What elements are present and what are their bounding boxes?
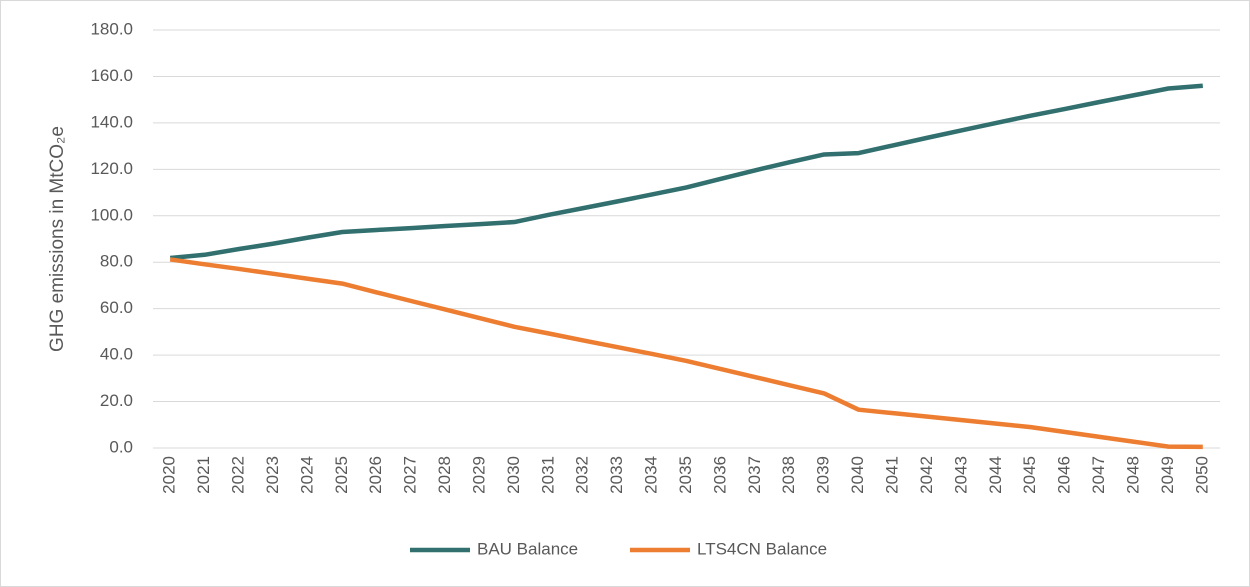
x-tick-label: 2045 (1020, 456, 1039, 494)
x-tick-label: 2033 (607, 456, 626, 494)
x-tick-label: 2036 (710, 456, 729, 494)
y-tick-label: 120.0 (90, 159, 133, 178)
y-tick-label: 80.0 (100, 252, 133, 271)
x-tick-label: 2029 (469, 456, 488, 494)
x-tick-label: 2031 (538, 456, 557, 494)
x-tick-label: 2044 (986, 456, 1005, 494)
x-tick-label: 2042 (917, 456, 936, 494)
y-tick-label: 0.0 (109, 437, 133, 456)
x-tick-label: 2038 (779, 456, 798, 494)
y-tick-label: 160.0 (90, 66, 133, 85)
x-tick-label: 2047 (1089, 456, 1108, 494)
x-tick-label: 2026 (366, 456, 385, 494)
y-tick-label: 60.0 (100, 298, 133, 317)
x-tick-label: 2037 (745, 456, 764, 494)
x-tick-label: 2030 (504, 456, 523, 494)
legend-label: BAU Balance (477, 539, 578, 558)
x-tick-label: 2027 (401, 456, 420, 494)
x-tick-label: 2021 (194, 456, 213, 494)
x-tick-label: 2032 (573, 456, 592, 494)
x-tick-label: 2022 (229, 456, 248, 494)
data-line (169, 257, 1203, 450)
legend-label: LTS4CN Balance (697, 539, 827, 558)
x-tick-label: 2035 (676, 456, 695, 494)
x-tick-label: 2034 (642, 456, 661, 494)
y-axis-label: GHG emissions in MtCO₂e (47, 126, 68, 352)
x-tick-label: 2039 (814, 456, 833, 494)
x-tick-label: 2043 (951, 456, 970, 494)
x-tick-label: 2049 (1158, 456, 1177, 494)
x-tick-label: 2048 (1123, 456, 1142, 494)
x-tick-label: 2025 (332, 456, 351, 494)
y-tick-label: 20.0 (100, 391, 133, 410)
x-tick-label: 2040 (848, 456, 867, 494)
x-tick-label: 2041 (883, 456, 902, 494)
x-tick-label: 2024 (297, 456, 316, 494)
x-tick-label: 2046 (1055, 456, 1074, 494)
y-tick-label: 100.0 (90, 205, 133, 224)
x-tick-label: 2028 (435, 456, 454, 494)
data-line (169, 83, 1203, 261)
x-tick-label: 2023 (263, 456, 282, 494)
x-tick-label: 2020 (160, 456, 179, 494)
x-tick-label: 2050 (1192, 456, 1211, 494)
y-tick-label: 140.0 (90, 112, 133, 131)
y-tick-label: 40.0 (100, 345, 133, 364)
y-tick-label: 180.0 (90, 19, 133, 38)
